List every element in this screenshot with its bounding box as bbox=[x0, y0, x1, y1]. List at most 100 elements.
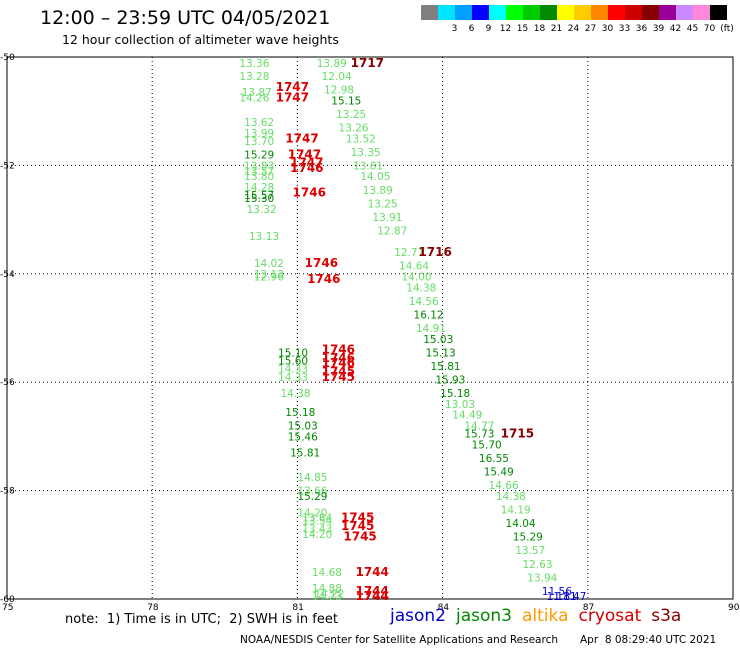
scale-label: 24 bbox=[567, 24, 580, 34]
pass-time-label: 1744 bbox=[355, 584, 388, 598]
scale-label: 9 bbox=[485, 24, 492, 34]
wave-height-label: 14.68 bbox=[312, 567, 342, 579]
pass-time-label: 1747 bbox=[288, 148, 321, 162]
pass-time-label: 1745 bbox=[341, 511, 374, 525]
chart-title: 12:00 – 23:59 UTC 04/05/2021 bbox=[40, 7, 331, 29]
wave-height-label: 16.12 bbox=[414, 309, 444, 321]
scale-label: 21 bbox=[550, 24, 563, 34]
pass-time-label: 1716 bbox=[418, 245, 451, 259]
wave-height-label: 14.26 bbox=[239, 93, 269, 105]
wave-height-label: 13.57 bbox=[244, 166, 274, 178]
scale-swatch bbox=[625, 5, 642, 20]
pass-time-label: 1746 bbox=[322, 343, 355, 357]
scale-swatch bbox=[421, 5, 438, 20]
scale-swatch bbox=[693, 5, 710, 20]
wave-height-label: 15.30 bbox=[244, 193, 274, 205]
wave-height-label: 14.04 bbox=[506, 518, 536, 530]
wave-height-label: 15.03 bbox=[288, 421, 318, 433]
scale-swatch bbox=[540, 5, 557, 20]
wave-height-label: 15.81 bbox=[290, 448, 320, 460]
wave-height-label: 13.03 bbox=[445, 399, 475, 411]
generated-timestamp: Apr 8 08:29:40 UTC 2021 bbox=[580, 634, 717, 646]
y-tick-label: -54 bbox=[0, 270, 15, 280]
wave-height-label: 12.96 bbox=[254, 272, 284, 284]
wave-height-label: 13.83 bbox=[244, 160, 274, 172]
wave-height-label: 15.29 bbox=[513, 532, 543, 544]
scale-label: 3 bbox=[451, 24, 458, 34]
pass-time-label: 1746 bbox=[290, 161, 323, 175]
pass-time-label: 1746 bbox=[293, 186, 326, 200]
wave-height-label: 15.81 bbox=[431, 361, 461, 373]
scale-label: 6 bbox=[468, 24, 475, 34]
x-tick-label: 75 bbox=[2, 603, 13, 613]
wave-height-label: 13.91 bbox=[372, 212, 402, 224]
wave-height-label: 14.00 bbox=[401, 272, 431, 284]
wave-height-label: 13.89 bbox=[363, 185, 393, 197]
x-tick-label: 84 bbox=[438, 603, 450, 613]
scale-label: 42 bbox=[669, 24, 682, 34]
wave-height-label: 15.49 bbox=[484, 467, 514, 479]
wave-height-label: 13.81 bbox=[353, 160, 383, 172]
scale-swatch bbox=[557, 5, 574, 20]
wave-height-label: 16.55 bbox=[479, 453, 509, 465]
wave-height-label: 13.43 bbox=[302, 524, 332, 536]
scale-swatch bbox=[438, 5, 455, 20]
wave-height-label: 15.29 bbox=[244, 150, 274, 162]
pass-time-label: 1747 bbox=[276, 80, 309, 94]
wave-height-label: 14.64 bbox=[399, 261, 429, 273]
wave-height-label: 14.38 bbox=[406, 282, 436, 294]
wave-height-label: 13.26 bbox=[339, 122, 369, 134]
scale-swatch bbox=[489, 5, 506, 20]
pass-time-label: 1745 bbox=[322, 370, 355, 384]
x-tick-label: 87 bbox=[583, 603, 594, 613]
pass-time-label: 1746 bbox=[322, 351, 355, 365]
scale-swatch bbox=[710, 5, 727, 20]
wave-height-label: 15.73 bbox=[464, 429, 494, 441]
pass-time-label: 1745 bbox=[322, 364, 355, 378]
wave-height-label: 12.71 bbox=[394, 247, 424, 259]
wave-height-label: 15.18 bbox=[285, 407, 315, 419]
scale-swatch bbox=[659, 5, 676, 20]
wave-height-label: 13.94 bbox=[527, 572, 557, 584]
wave-height-label: 14.02 bbox=[254, 258, 284, 270]
wave-height-label: 13.84 bbox=[302, 513, 332, 525]
wave-height-label: 13.54 bbox=[302, 515, 332, 527]
wave-height-label: 14.28 bbox=[244, 182, 274, 194]
wave-height-label: 13.13 bbox=[254, 269, 284, 281]
wave-height-label: 14.66 bbox=[489, 480, 519, 492]
wave-height-label: 13.62 bbox=[244, 117, 274, 129]
wave-height-label: 13.32 bbox=[247, 204, 277, 216]
legend-entry-s3a: s3a bbox=[651, 606, 682, 626]
wave-height-label: 13.36 bbox=[239, 58, 269, 70]
wave-height-label: 13.99 bbox=[244, 128, 274, 140]
wave-height-label: 11.47 bbox=[556, 591, 586, 603]
credit-line: NOAA/NESDIS Center for Satellite Applica… bbox=[240, 634, 558, 646]
wave-height-label: 12.87 bbox=[377, 225, 407, 237]
y-tick-label: -58 bbox=[0, 487, 15, 497]
legend-entry-cryosat: cryosat bbox=[578, 606, 642, 626]
scale-label: 39 bbox=[652, 24, 665, 34]
wave-height-label: 12.04 bbox=[322, 71, 352, 83]
pass-time-label: 1744 bbox=[355, 589, 388, 603]
pass-time-label: 1747 bbox=[290, 156, 323, 170]
satellite-legend: jason2 jason3 altika cryosat s3a bbox=[390, 606, 691, 626]
scale-swatch bbox=[472, 5, 489, 20]
pass-time-label: 1744 bbox=[355, 589, 388, 603]
scale-swatch bbox=[676, 5, 693, 20]
wave-height-label: 15.46 bbox=[288, 431, 318, 443]
wave-height-label: 15.18 bbox=[440, 388, 470, 400]
pass-time-label: 1715 bbox=[501, 427, 534, 441]
scale-swatch bbox=[506, 5, 523, 20]
y-tick-label: -60 bbox=[0, 595, 15, 605]
scale-label: 18 bbox=[533, 24, 546, 34]
y-tick-label: -50 bbox=[0, 53, 15, 63]
wave-height-label: 14.77 bbox=[464, 421, 494, 433]
x-tick-label: 78 bbox=[147, 603, 159, 613]
scale-label: 27 bbox=[584, 24, 597, 34]
scale-swatch bbox=[455, 5, 472, 20]
wave-height-label: 14.38 bbox=[496, 491, 526, 503]
wave-height-label: 13.28 bbox=[239, 71, 269, 83]
wave-height-label: 13.80 bbox=[244, 171, 274, 183]
y-tick-label: -52 bbox=[0, 161, 15, 171]
